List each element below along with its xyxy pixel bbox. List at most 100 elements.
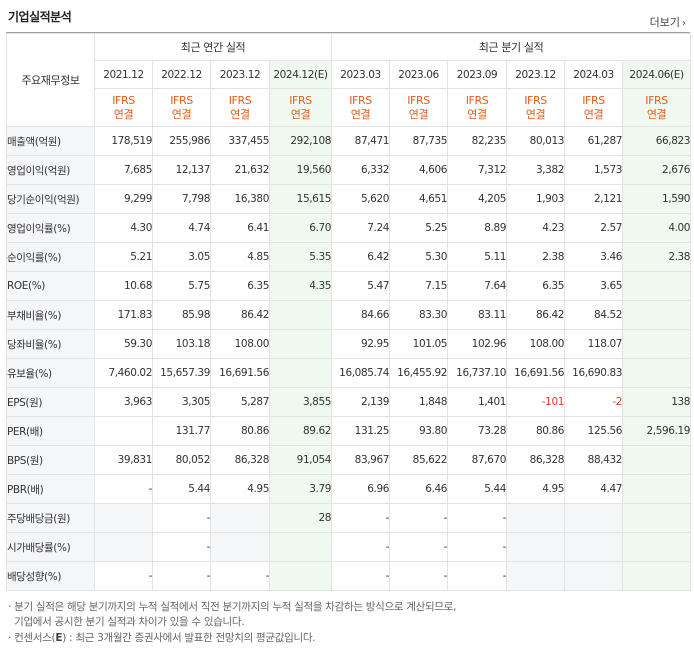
row-label: 주당배당금(원) xyxy=(6,503,95,533)
table-cell: 19,560 xyxy=(268,155,333,185)
table-cell: - xyxy=(331,561,391,591)
basis-consolidated: 연결 xyxy=(646,107,667,121)
table-row: 영업이익(억원) 7,685 12,137 21,632 19,560 6,332 4,60… xyxy=(6,155,692,185)
table-cell: 59.30 xyxy=(94,329,153,359)
footnote-1-line2: 기업에서 공시한 분기 실적과 차이가 있을 수 있습니다. xyxy=(14,616,245,628)
basis-consolidated: 연결 xyxy=(525,107,546,121)
basis-header: IFRS 연결 xyxy=(152,88,211,127)
table-cell: 85.98 xyxy=(152,300,211,330)
table-cell: 16,380 xyxy=(210,184,270,214)
table-cell xyxy=(210,503,270,533)
table-cell: - xyxy=(331,532,391,562)
table-cell: 80,052 xyxy=(152,445,211,475)
table-cell: 2.38 xyxy=(506,242,566,272)
table-cell: 73.28 xyxy=(447,416,508,446)
footnote-quarterly: · 분기 실적은 해당 분기까지의 누적 실적에서 직전 분기까지의 누적 실적… xyxy=(8,600,456,630)
table-cell: - xyxy=(152,561,211,591)
table-cell: 5.21 xyxy=(94,242,153,272)
table-cell: 3.65 xyxy=(564,271,624,301)
table-cell: 178,519 xyxy=(94,126,153,156)
row-label: 매출액(억원) xyxy=(6,126,95,156)
table-cell: 3.05 xyxy=(152,242,211,272)
table-cell xyxy=(268,561,333,591)
period-header: 2023.03 xyxy=(331,60,391,89)
table-cell: 4,606 xyxy=(389,155,449,185)
footnote-2-estimate-mark: E xyxy=(55,632,63,644)
basis-consolidated: 연결 xyxy=(113,107,134,121)
section-title: 기업실적분석 xyxy=(8,10,72,24)
table-cell: 3,382 xyxy=(506,155,566,185)
row-label: 당좌비율(%) xyxy=(6,329,95,359)
table-cell: 5,287 xyxy=(210,387,270,417)
table-cell xyxy=(622,561,692,591)
row-label: 당기순이익(억원) xyxy=(6,184,95,214)
table-cell: 4,651 xyxy=(389,184,449,214)
table-cell xyxy=(94,532,153,562)
table-cell: 16,690.83 xyxy=(564,358,624,388)
table-cell: 1,573 xyxy=(564,155,624,185)
table-cell: 3,963 xyxy=(94,387,153,417)
table-row: 부채비율(%) 171.83 85.98 86.42 84.66 83.30 83.11 86… xyxy=(6,300,692,330)
table-row: 매출액(억원) 178,519 255,986 337,455 292,108 87,47… xyxy=(6,126,692,156)
table-cell: 7.15 xyxy=(389,271,449,301)
row-label: 부채비율(%) xyxy=(6,300,95,330)
table-cell: 83,967 xyxy=(331,445,391,475)
table-cell: 86.42 xyxy=(210,300,270,330)
basis-header: IFRS 연결 xyxy=(506,88,566,127)
row-label: 시가배당률(%) xyxy=(6,532,95,562)
table-cell: 16,455.92 xyxy=(389,358,449,388)
table-cell: 4.95 xyxy=(210,474,270,504)
table-cell: 6.96 xyxy=(331,474,391,504)
table-cell: 4.35 xyxy=(268,271,333,301)
table-cell: 3.79 xyxy=(268,474,333,504)
table-cell: 88,432 xyxy=(564,445,624,475)
table-cell: 4.23 xyxy=(506,213,566,243)
table-cell: 3.46 xyxy=(564,242,624,272)
table-cell: 87,471 xyxy=(331,126,391,156)
period-header: 2024.03 xyxy=(564,60,624,89)
table-cell: 5.44 xyxy=(447,474,508,504)
table-cell: 86.42 xyxy=(506,300,566,330)
table-cell: 84.66 xyxy=(331,300,391,330)
table-cell xyxy=(622,329,692,359)
row-header-title: 주요재무정보 xyxy=(6,33,95,127)
table-cell: 6.46 xyxy=(389,474,449,504)
table-cell: - xyxy=(210,561,270,591)
table-cell: - xyxy=(389,561,449,591)
table-cell xyxy=(564,532,624,562)
table-cell: 7,312 xyxy=(447,155,508,185)
table-cell: 1,401 xyxy=(447,387,508,417)
table-cell: 131.77 xyxy=(152,416,211,446)
table-cell: 86,328 xyxy=(210,445,270,475)
period-header: 2023.06 xyxy=(389,60,449,89)
more-link[interactable]: 더보기 › xyxy=(650,14,686,30)
row-label: 순이익률(%) xyxy=(6,242,95,272)
table-cell: 5.44 xyxy=(152,474,211,504)
annual-group-header: 최근 연간 실적 xyxy=(93,33,333,61)
table-cell: 4.85 xyxy=(210,242,270,272)
table-cell: 12,137 xyxy=(152,155,211,185)
period-header: 2023.12 xyxy=(506,60,566,89)
basis-ifrs: IFRS xyxy=(228,93,252,107)
table-cell: 118.07 xyxy=(564,329,624,359)
table-row: 당좌비율(%) 59.30 103.18 108.00 92.95 101.05 102.9… xyxy=(6,329,692,359)
row-label: PBR(배) xyxy=(6,474,95,504)
row-label: 유보율(%) xyxy=(6,358,95,388)
more-label[interactable]: 더보기 xyxy=(649,16,680,29)
footnote-2-suffix: ) : 최근 3개월간 증권사에서 발표한 전망치의 평균값입니다. xyxy=(62,632,316,644)
table-cell: -101 xyxy=(506,387,566,417)
table-cell: 16,691.56 xyxy=(210,358,270,388)
table-cell: 5.25 xyxy=(389,213,449,243)
table-cell: 4,205 xyxy=(447,184,508,214)
table-cell: 255,986 xyxy=(152,126,211,156)
table-cell: 2,121 xyxy=(564,184,624,214)
table-cell xyxy=(622,445,692,475)
table-cell: 28 xyxy=(268,503,333,533)
table-cell: - xyxy=(94,561,153,591)
table-row: 영업이익률(%) 4.30 4.74 6.41 6.70 7.24 5.25 8.89 4.23… xyxy=(6,213,692,243)
quarter-group-header: 최근 분기 실적 xyxy=(331,33,692,61)
table-cell: 16,085.74 xyxy=(331,358,391,388)
table-cell: - xyxy=(447,561,508,591)
table-cell: 4.00 xyxy=(622,213,692,243)
